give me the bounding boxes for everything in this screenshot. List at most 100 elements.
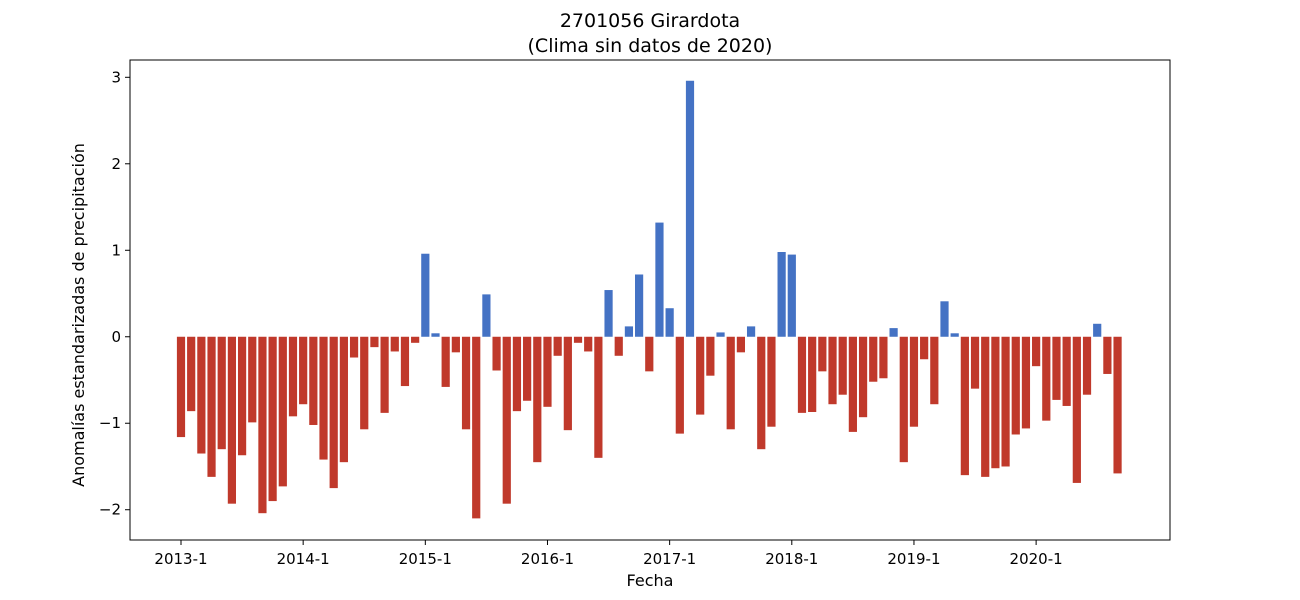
bar-49 bbox=[675, 336, 684, 434]
bar-88 bbox=[1072, 336, 1081, 483]
bar-8 bbox=[258, 336, 267, 514]
bar-22 bbox=[400, 336, 410, 387]
bar-35 bbox=[533, 336, 542, 463]
bar-24 bbox=[421, 253, 430, 337]
bar-59 bbox=[777, 252, 786, 337]
bar-9 bbox=[268, 336, 277, 502]
x-tick-label: 2017-1 bbox=[643, 550, 696, 568]
bar-23 bbox=[411, 336, 420, 343]
plot-frame bbox=[129, 59, 1171, 541]
bar-4 bbox=[217, 336, 226, 450]
x-tick-label: 2018-1 bbox=[765, 550, 818, 568]
bar-38 bbox=[563, 336, 572, 431]
bar-67 bbox=[858, 336, 868, 418]
bar-52 bbox=[706, 336, 715, 376]
bar-50 bbox=[685, 80, 695, 337]
bars-group bbox=[176, 80, 1122, 519]
bar-33 bbox=[512, 336, 522, 412]
bar-89 bbox=[1082, 336, 1092, 395]
bar-81 bbox=[1001, 336, 1010, 467]
bar-78 bbox=[970, 336, 980, 389]
bar-47 bbox=[655, 222, 664, 337]
bar-74 bbox=[930, 336, 939, 405]
bar-25 bbox=[431, 333, 440, 337]
bar-92 bbox=[1113, 336, 1122, 474]
y-tick-label: 2 bbox=[111, 155, 121, 173]
bar-69 bbox=[879, 336, 888, 379]
bar-77 bbox=[960, 336, 969, 476]
x-tick-label: 2016-1 bbox=[521, 550, 574, 568]
bar-28 bbox=[461, 336, 471, 430]
y-tick-label: −2 bbox=[99, 501, 121, 519]
bar-26 bbox=[441, 336, 450, 387]
y-axis-label: Anomalías estandarizadas de precipitació… bbox=[69, 143, 88, 487]
bar-0 bbox=[176, 336, 186, 438]
bar-29 bbox=[472, 336, 481, 519]
bar-30 bbox=[482, 294, 491, 337]
bar-41 bbox=[594, 336, 603, 458]
bar-57 bbox=[757, 336, 766, 450]
bar-62 bbox=[808, 336, 817, 412]
bar-6 bbox=[237, 336, 247, 456]
x-tick-label: 2019-1 bbox=[887, 550, 940, 568]
bar-80 bbox=[991, 336, 1000, 469]
y-tick-label: 3 bbox=[111, 68, 121, 86]
y-tick-label: −1 bbox=[99, 414, 121, 432]
bar-90 bbox=[1093, 323, 1102, 337]
x-tick-label: 2020-1 bbox=[1010, 550, 1063, 568]
bar-83 bbox=[1021, 336, 1031, 429]
bar-70 bbox=[889, 328, 898, 337]
bar-53 bbox=[716, 332, 725, 337]
bar-15 bbox=[329, 336, 338, 489]
y-tick-label: 1 bbox=[111, 241, 121, 259]
bar-20 bbox=[380, 336, 389, 413]
bar-40 bbox=[584, 336, 593, 352]
bar-46 bbox=[645, 336, 654, 372]
bar-16 bbox=[339, 336, 348, 463]
bar-32 bbox=[502, 336, 511, 504]
bar-18 bbox=[360, 336, 369, 430]
x-tick-label: 2013-1 bbox=[154, 550, 207, 568]
bar-45 bbox=[635, 274, 644, 337]
bar-42 bbox=[604, 290, 613, 337]
bar-86 bbox=[1052, 336, 1061, 400]
bar-11 bbox=[288, 336, 298, 417]
bar-7 bbox=[248, 336, 257, 423]
bar-36 bbox=[543, 336, 552, 407]
bar-58 bbox=[767, 336, 776, 427]
bar-12 bbox=[299, 336, 308, 405]
y-tick-label: 0 bbox=[111, 328, 121, 346]
bar-43 bbox=[614, 336, 623, 356]
x-axis: 2013-1 2014-1 2015-1 2016-1 2017-1 2018-1 2019… bbox=[154, 540, 1063, 568]
chart-title-line1: 2701056 Girardota bbox=[560, 10, 740, 32]
bar-10 bbox=[278, 336, 287, 487]
bar-75 bbox=[940, 301, 949, 337]
bar-27 bbox=[451, 336, 460, 353]
bar-79 bbox=[981, 336, 990, 477]
bar-48 bbox=[665, 308, 674, 337]
bar-37 bbox=[553, 336, 562, 356]
bar-14 bbox=[319, 336, 328, 460]
bar-84 bbox=[1032, 336, 1041, 367]
bar-76 bbox=[950, 333, 959, 337]
bar-51 bbox=[696, 336, 705, 415]
chart-title-line2: (Clima sin datos de 2020) bbox=[528, 35, 773, 57]
bar-91 bbox=[1103, 336, 1112, 374]
bar-66 bbox=[848, 336, 857, 432]
bar-19 bbox=[370, 336, 379, 348]
bar-65 bbox=[838, 336, 847, 395]
bar-54 bbox=[726, 336, 735, 430]
bar-64 bbox=[828, 336, 837, 405]
bar-73 bbox=[920, 336, 929, 360]
bar-71 bbox=[899, 336, 908, 463]
bar-13 bbox=[309, 336, 318, 425]
bar-87 bbox=[1062, 336, 1071, 406]
bar-63 bbox=[818, 336, 827, 372]
bar-34 bbox=[523, 336, 532, 401]
bar-3 bbox=[207, 336, 216, 477]
bar-5 bbox=[227, 336, 236, 504]
bar-21 bbox=[390, 336, 399, 352]
bar-61 bbox=[797, 336, 807, 413]
x-tick-label: 2014-1 bbox=[277, 550, 330, 568]
